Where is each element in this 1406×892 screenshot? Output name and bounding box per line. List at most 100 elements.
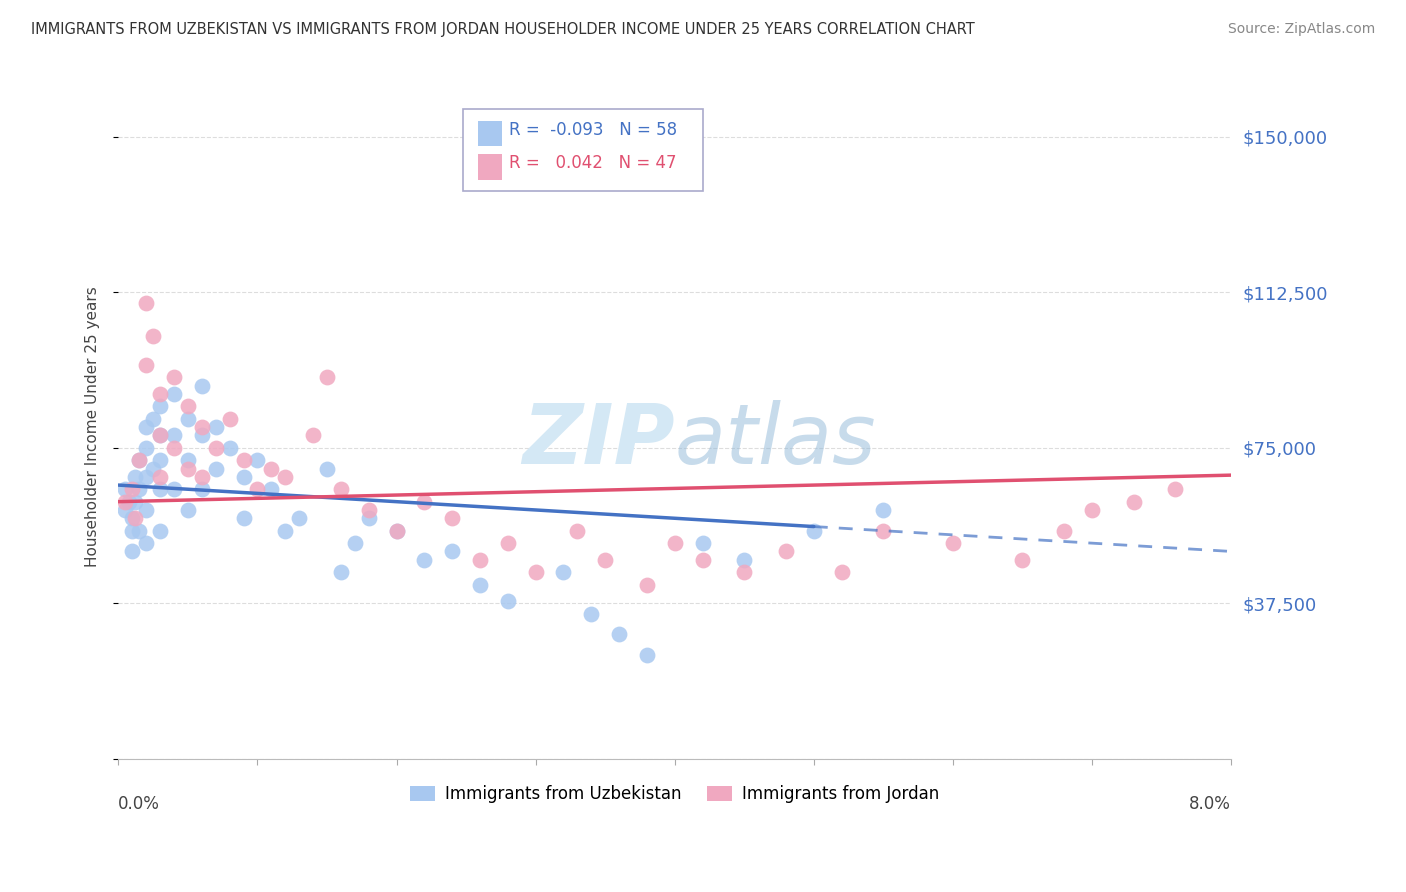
- Point: [232, 470, 254, 484]
- Point: [1011, 553, 1033, 567]
- Point: [733, 565, 755, 579]
- Point: [128, 524, 150, 538]
- Point: [191, 482, 214, 496]
- Point: [1122, 494, 1144, 508]
- Point: [114, 503, 136, 517]
- Point: [177, 461, 200, 475]
- Point: [733, 553, 755, 567]
- Text: 0.0%: 0.0%: [118, 796, 160, 814]
- Point: [149, 470, 172, 484]
- Point: [343, 536, 366, 550]
- Point: [163, 482, 186, 496]
- Point: [163, 387, 186, 401]
- FancyBboxPatch shape: [478, 154, 502, 179]
- Point: [636, 648, 658, 662]
- Y-axis label: Householder Income Under 25 years: Householder Income Under 25 years: [86, 286, 100, 567]
- Point: [274, 524, 297, 538]
- Point: [163, 370, 186, 384]
- Point: [149, 524, 172, 538]
- Point: [246, 453, 269, 467]
- Point: [218, 411, 240, 425]
- Point: [177, 503, 200, 517]
- Point: [177, 399, 200, 413]
- Point: [692, 536, 714, 550]
- Point: [567, 524, 589, 538]
- Point: [232, 511, 254, 525]
- Point: [149, 482, 172, 496]
- Point: [692, 553, 714, 567]
- Point: [385, 524, 408, 538]
- Point: [468, 577, 491, 591]
- Point: [142, 411, 165, 425]
- Point: [149, 387, 172, 401]
- Point: [204, 461, 226, 475]
- Text: R =  -0.093   N = 58: R = -0.093 N = 58: [509, 121, 678, 139]
- Point: [664, 536, 686, 550]
- Point: [385, 524, 408, 538]
- Point: [135, 470, 157, 484]
- Point: [135, 295, 157, 310]
- Point: [114, 482, 136, 496]
- Point: [121, 482, 143, 496]
- Point: [607, 627, 630, 641]
- Point: [581, 607, 603, 621]
- Text: atlas: atlas: [675, 400, 876, 481]
- Point: [135, 358, 157, 372]
- Point: [496, 536, 519, 550]
- Point: [142, 328, 165, 343]
- Point: [413, 494, 436, 508]
- Point: [274, 470, 297, 484]
- Point: [121, 524, 143, 538]
- Point: [524, 565, 547, 579]
- Legend: Immigrants from Uzbekistan, Immigrants from Jordan: Immigrants from Uzbekistan, Immigrants f…: [404, 779, 946, 810]
- Point: [118, 494, 141, 508]
- Point: [831, 565, 853, 579]
- Point: [636, 577, 658, 591]
- Point: [329, 482, 352, 496]
- Point: [357, 511, 380, 525]
- Point: [329, 565, 352, 579]
- Point: [775, 544, 797, 558]
- Point: [135, 536, 157, 550]
- Point: [124, 494, 146, 508]
- Text: IMMIGRANTS FROM UZBEKISTAN VS IMMIGRANTS FROM JORDAN HOUSEHOLDER INCOME UNDER 25: IMMIGRANTS FROM UZBEKISTAN VS IMMIGRANTS…: [31, 22, 974, 37]
- Point: [204, 420, 226, 434]
- Point: [553, 565, 575, 579]
- Text: 8.0%: 8.0%: [1189, 796, 1232, 814]
- Point: [441, 544, 464, 558]
- Point: [191, 420, 214, 434]
- Point: [1053, 524, 1076, 538]
- Point: [149, 428, 172, 442]
- FancyBboxPatch shape: [478, 121, 502, 146]
- Point: [142, 461, 165, 475]
- Point: [942, 536, 965, 550]
- Point: [1164, 482, 1187, 496]
- Point: [177, 411, 200, 425]
- Point: [316, 461, 339, 475]
- Text: ZIP: ZIP: [522, 400, 675, 481]
- Point: [218, 441, 240, 455]
- Point: [114, 494, 136, 508]
- Point: [872, 503, 894, 517]
- Point: [496, 594, 519, 608]
- Point: [124, 470, 146, 484]
- Point: [872, 524, 894, 538]
- Point: [204, 441, 226, 455]
- Point: [357, 503, 380, 517]
- Point: [149, 453, 172, 467]
- Point: [593, 553, 616, 567]
- Point: [260, 482, 283, 496]
- Point: [468, 553, 491, 567]
- Point: [121, 544, 143, 558]
- Point: [232, 453, 254, 467]
- Point: [124, 511, 146, 525]
- Point: [246, 482, 269, 496]
- Point: [135, 441, 157, 455]
- Point: [260, 461, 283, 475]
- Point: [128, 482, 150, 496]
- Point: [149, 428, 172, 442]
- Point: [191, 428, 214, 442]
- Point: [135, 420, 157, 434]
- Point: [191, 378, 214, 392]
- Point: [413, 553, 436, 567]
